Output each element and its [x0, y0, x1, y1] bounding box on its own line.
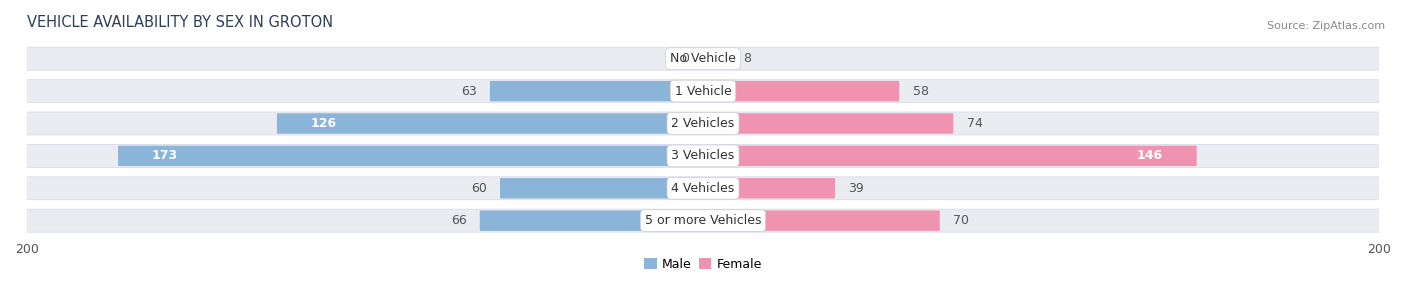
- FancyBboxPatch shape: [703, 178, 835, 199]
- FancyBboxPatch shape: [479, 210, 703, 231]
- FancyBboxPatch shape: [118, 146, 703, 166]
- FancyBboxPatch shape: [27, 80, 1379, 102]
- Text: 74: 74: [967, 117, 983, 130]
- FancyBboxPatch shape: [501, 178, 703, 199]
- FancyBboxPatch shape: [703, 146, 1197, 166]
- FancyBboxPatch shape: [703, 210, 939, 231]
- Text: 146: 146: [1136, 149, 1163, 162]
- Text: VEHICLE AVAILABILITY BY SEX IN GROTON: VEHICLE AVAILABILITY BY SEX IN GROTON: [27, 15, 333, 30]
- FancyBboxPatch shape: [703, 81, 900, 101]
- FancyBboxPatch shape: [489, 81, 703, 101]
- Text: 70: 70: [953, 214, 969, 227]
- FancyBboxPatch shape: [277, 113, 703, 134]
- Text: 39: 39: [848, 182, 865, 195]
- FancyBboxPatch shape: [27, 177, 1379, 200]
- Text: 1 Vehicle: 1 Vehicle: [675, 84, 731, 98]
- Legend: Male, Female: Male, Female: [640, 253, 766, 276]
- FancyBboxPatch shape: [703, 48, 730, 69]
- Text: 173: 173: [152, 149, 179, 162]
- FancyBboxPatch shape: [27, 112, 1379, 135]
- FancyBboxPatch shape: [27, 144, 1379, 167]
- Text: Source: ZipAtlas.com: Source: ZipAtlas.com: [1267, 21, 1385, 31]
- FancyBboxPatch shape: [27, 209, 1379, 232]
- Text: 66: 66: [451, 214, 467, 227]
- Text: 0: 0: [682, 52, 689, 65]
- Text: 126: 126: [311, 117, 337, 130]
- Text: 2 Vehicles: 2 Vehicles: [672, 117, 734, 130]
- Text: 3 Vehicles: 3 Vehicles: [672, 149, 734, 162]
- FancyBboxPatch shape: [703, 113, 953, 134]
- Text: 8: 8: [744, 52, 752, 65]
- Text: 58: 58: [912, 84, 928, 98]
- Text: 60: 60: [471, 182, 486, 195]
- Text: 5 or more Vehicles: 5 or more Vehicles: [645, 214, 761, 227]
- FancyBboxPatch shape: [27, 47, 1379, 70]
- Text: 63: 63: [461, 84, 477, 98]
- Text: No Vehicle: No Vehicle: [671, 52, 735, 65]
- Text: 4 Vehicles: 4 Vehicles: [672, 182, 734, 195]
